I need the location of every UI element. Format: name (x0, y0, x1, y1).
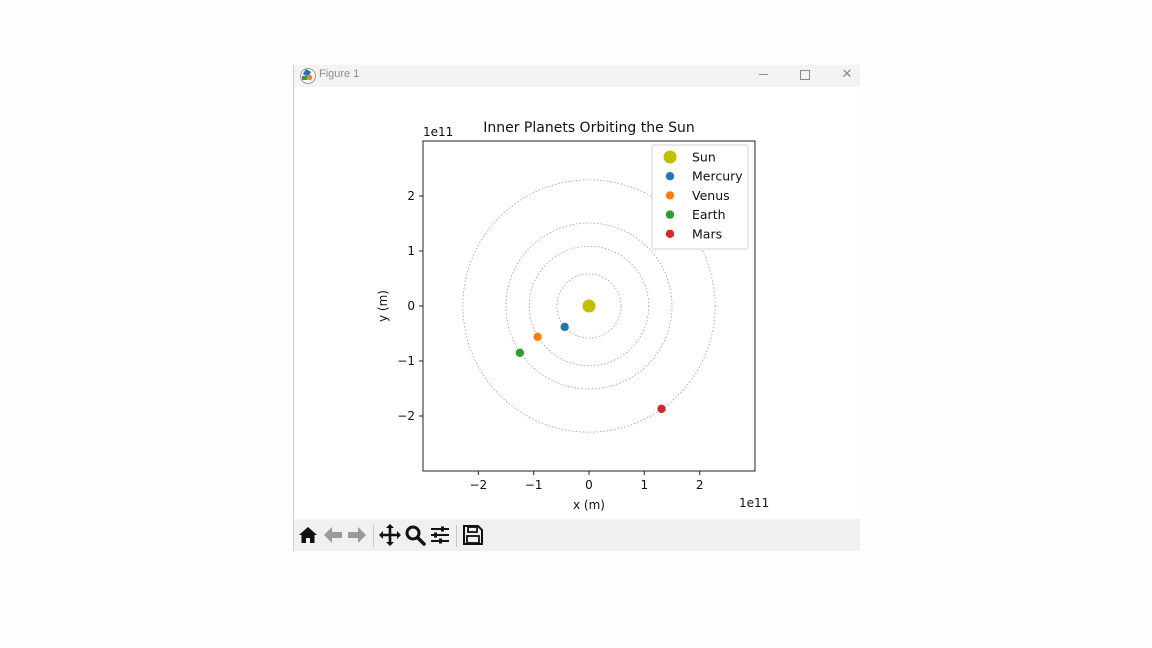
legend-label-sun: Sun (692, 150, 716, 165)
legend-label-earth: Earth (692, 207, 726, 222)
maximize-button[interactable] (788, 65, 822, 87)
y-tick-label: −2 (397, 409, 415, 423)
navigation-toolbar (294, 519, 860, 551)
y-axis-label: y (m) (376, 290, 390, 322)
save-icon (463, 525, 483, 545)
figure-window: Figure 1 ✕ Inner Planets Orbiting the Su… (293, 65, 860, 551)
y-tick-label: 1 (407, 244, 415, 258)
orbit-earth (505, 222, 673, 390)
toolbar-separator (456, 525, 457, 547)
x-tick-label: −1 (525, 478, 543, 492)
legend-marker-mars (665, 229, 675, 238)
zoom-icon (405, 525, 426, 546)
y-tick-label: 0 (407, 299, 415, 313)
x-tick-label: 1 (641, 478, 649, 492)
x-tick-label: 2 (696, 478, 704, 492)
forward-arrow-icon (348, 527, 366, 543)
legend-marker-earth (665, 210, 675, 219)
y-offset-label: 1e11 (423, 125, 453, 139)
home-icon (299, 527, 317, 543)
configure-subplots-button[interactable] (428, 523, 452, 547)
orbit-mars (462, 179, 716, 433)
configure-subplots-icon (431, 526, 449, 544)
legend: Sun Mercury Venus Earth Mars (651, 144, 749, 250)
back-arrow-icon (324, 527, 342, 543)
minimize-button[interactable] (746, 65, 780, 87)
y-tick-label: −1 (397, 354, 415, 368)
close-icon: ✕ (841, 67, 853, 82)
chart-svg: Inner Planets Orbiting the Sun −2 −1 0 1 2 −… (376, 120, 769, 512)
zoom-button[interactable] (403, 523, 427, 547)
legend-label-venus: Venus (692, 188, 730, 203)
close-button[interactable]: ✕ (830, 65, 864, 87)
orbit-mercury (556, 273, 622, 339)
x-tick-label: −2 (469, 478, 487, 492)
point-earth (515, 348, 525, 357)
toolbar-separator (373, 525, 374, 547)
x-offset-label: 1e11 (739, 496, 769, 510)
minimize-icon (758, 74, 768, 75)
point-venus (533, 332, 542, 341)
maximize-icon (800, 69, 810, 80)
legend-box (651, 144, 749, 250)
matplotlib-icon (300, 68, 316, 84)
legend-marker-sun (663, 150, 677, 164)
legend-marker-venus (665, 191, 675, 200)
window-title: Figure 1 (319, 68, 360, 80)
y-tick-label: 2 (407, 189, 415, 203)
x-axis-label: x (m) (573, 498, 605, 512)
figure-canvas[interactable]: Inner Planets Orbiting the Sun −2 −1 0 1 2 −… (294, 87, 860, 519)
pan-button[interactable] (378, 523, 402, 547)
legend-marker-mercury (665, 172, 675, 181)
pan-icon (379, 524, 401, 546)
back-button[interactable] (321, 523, 345, 547)
point-sun (582, 299, 596, 313)
save-button[interactable] (461, 523, 485, 547)
point-mercury (560, 322, 569, 332)
legend-label-mars: Mars (692, 226, 722, 241)
point-mars (657, 404, 666, 414)
chart-title: Inner Planets Orbiting the Sun (483, 120, 695, 136)
legend-label-mercury: Mercury (692, 169, 743, 184)
forward-button[interactable] (345, 523, 369, 547)
title-bar[interactable]: Figure 1 ✕ (294, 65, 860, 87)
home-button[interactable] (296, 523, 320, 547)
orbit-venus (528, 245, 650, 367)
x-tick-label: 0 (585, 478, 593, 492)
